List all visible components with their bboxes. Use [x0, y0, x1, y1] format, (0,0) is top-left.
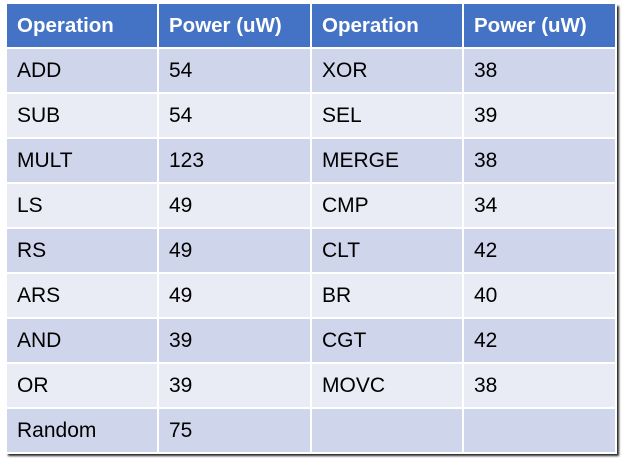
cell-operation: MULT	[5, 137, 159, 184]
header-power-2: Power (uW)	[462, 2, 617, 49]
cell-operation: XOR	[310, 47, 464, 94]
cell-operation: Random	[5, 407, 159, 454]
cell-operation: AND	[5, 317, 159, 364]
cell-power: 38	[462, 47, 617, 94]
cell-power: 49	[157, 227, 312, 274]
table-row: LS 49 CMP 34	[5, 182, 617, 229]
cell-power: 40	[462, 272, 617, 319]
cell-power: 75	[157, 407, 312, 454]
cell-power: 39	[157, 317, 312, 364]
table-header-row: Operation Power (uW) Operation Power (uW…	[5, 2, 617, 49]
cell-power: 34	[462, 182, 617, 229]
cell-power: 42	[462, 317, 617, 364]
cell-power: 49	[157, 272, 312, 319]
table-row: Random 75	[5, 407, 617, 454]
cell-operation: BR	[310, 272, 464, 319]
cell-operation: RS	[5, 227, 159, 274]
cell-operation: OR	[5, 362, 159, 409]
cell-power: 39	[462, 92, 617, 139]
header-power-1: Power (uW)	[157, 2, 312, 49]
table-row: ADD 54 XOR 38	[5, 47, 617, 94]
cell-empty	[310, 407, 464, 454]
table-row: AND 39 CGT 42	[5, 317, 617, 364]
cell-power: 123	[157, 137, 312, 184]
cell-power: 49	[157, 182, 312, 229]
cell-power: 42	[462, 227, 617, 274]
cell-operation: MERGE	[310, 137, 464, 184]
cell-operation: CMP	[310, 182, 464, 229]
cell-operation: CGT	[310, 317, 464, 364]
cell-power: 54	[157, 92, 312, 139]
table-row: SUB 54 SEL 39	[5, 92, 617, 139]
table-row: RS 49 CLT 42	[5, 227, 617, 274]
cell-empty	[462, 407, 617, 454]
table-frame: Operation Power (uW) Operation Power (uW…	[5, 2, 617, 454]
cell-operation: SEL	[310, 92, 464, 139]
cell-power: 39	[157, 362, 312, 409]
cell-operation: ARS	[5, 272, 159, 319]
cell-operation: LS	[5, 182, 159, 229]
cell-power: 54	[157, 47, 312, 94]
header-operation-2: Operation	[310, 2, 464, 49]
table-row: MULT 123 MERGE 38	[5, 137, 617, 184]
cell-power: 38	[462, 137, 617, 184]
cell-operation: SUB	[5, 92, 159, 139]
cell-operation: MOVC	[310, 362, 464, 409]
cell-power: 38	[462, 362, 617, 409]
cell-operation: ADD	[5, 47, 159, 94]
cell-operation: CLT	[310, 227, 464, 274]
table-row: OR 39 MOVC 38	[5, 362, 617, 409]
header-operation-1: Operation	[5, 2, 159, 49]
table-row: ARS 49 BR 40	[5, 272, 617, 319]
power-table: Operation Power (uW) Operation Power (uW…	[5, 2, 617, 454]
